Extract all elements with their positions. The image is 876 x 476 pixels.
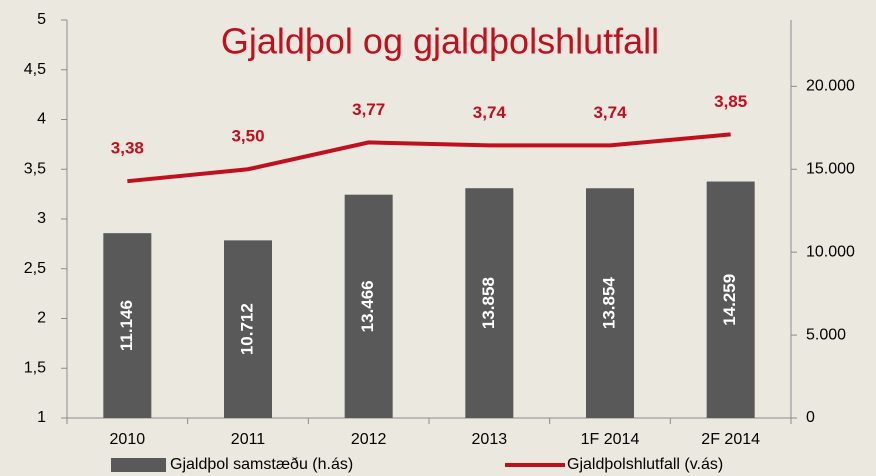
x-tick-label: 2F 2014 xyxy=(701,431,760,448)
y-tick-label: 1 xyxy=(37,409,46,426)
x-tick-label: 2011 xyxy=(231,431,266,448)
line-value-label: 3,77 xyxy=(352,100,385,119)
y2-tick-label: 5.000 xyxy=(806,326,846,343)
x-tick-label: 2012 xyxy=(351,431,387,448)
y2-tick-label: 0 xyxy=(806,409,815,426)
line-value-label: 3,74 xyxy=(593,103,627,122)
chart-title: Gjaldþol og gjaldþolshlutfall xyxy=(221,21,659,62)
legend-label: Gjaldþol samstæðu (h.ás) xyxy=(170,456,353,473)
line xyxy=(127,132,731,184)
y2-tick-label: 15.000 xyxy=(806,160,855,177)
bar xyxy=(706,181,755,418)
bar-value-label: 13.854 xyxy=(599,277,618,330)
x-tick-label: 2013 xyxy=(472,431,508,448)
line-value-label: 3,38 xyxy=(111,139,144,158)
line-value-label: 3,74 xyxy=(473,103,507,122)
legend-label: Gjaldþolshlutfall (v.ás) xyxy=(567,456,723,473)
y-tick-label: 2,5 xyxy=(24,260,46,277)
x-tick-label: 2010 xyxy=(110,431,146,448)
bar-value-label: 14.259 xyxy=(720,274,739,326)
bar xyxy=(224,240,272,418)
y2-tick-label: 20.000 xyxy=(806,78,855,95)
y-tick-label: 5 xyxy=(37,11,46,28)
y-tick-label: 3,5 xyxy=(24,160,46,177)
y-tick-label: 4,5 xyxy=(24,61,46,78)
legend-swatch xyxy=(111,458,166,472)
bar-value-label: 10.712 xyxy=(237,303,256,355)
bar-value-label: 13.858 xyxy=(479,277,498,329)
x-tick-label: 1F 2014 xyxy=(581,431,640,448)
bar xyxy=(344,194,393,418)
y-tick-label: 1,5 xyxy=(24,359,46,376)
bar-value-label: 11.146 xyxy=(117,300,136,351)
y-tick-label: 3 xyxy=(37,210,46,227)
line-value-label: 3,85 xyxy=(714,92,747,111)
bar xyxy=(586,188,634,418)
bar xyxy=(103,233,152,418)
bar-value-label: 13.466 xyxy=(358,280,377,332)
bar xyxy=(465,188,514,418)
y2-tick-label: 10.000 xyxy=(806,243,855,260)
y-tick-label: 4 xyxy=(37,111,46,128)
y-tick-label: 2 xyxy=(37,310,46,327)
line-value-label: 3,50 xyxy=(231,127,264,146)
